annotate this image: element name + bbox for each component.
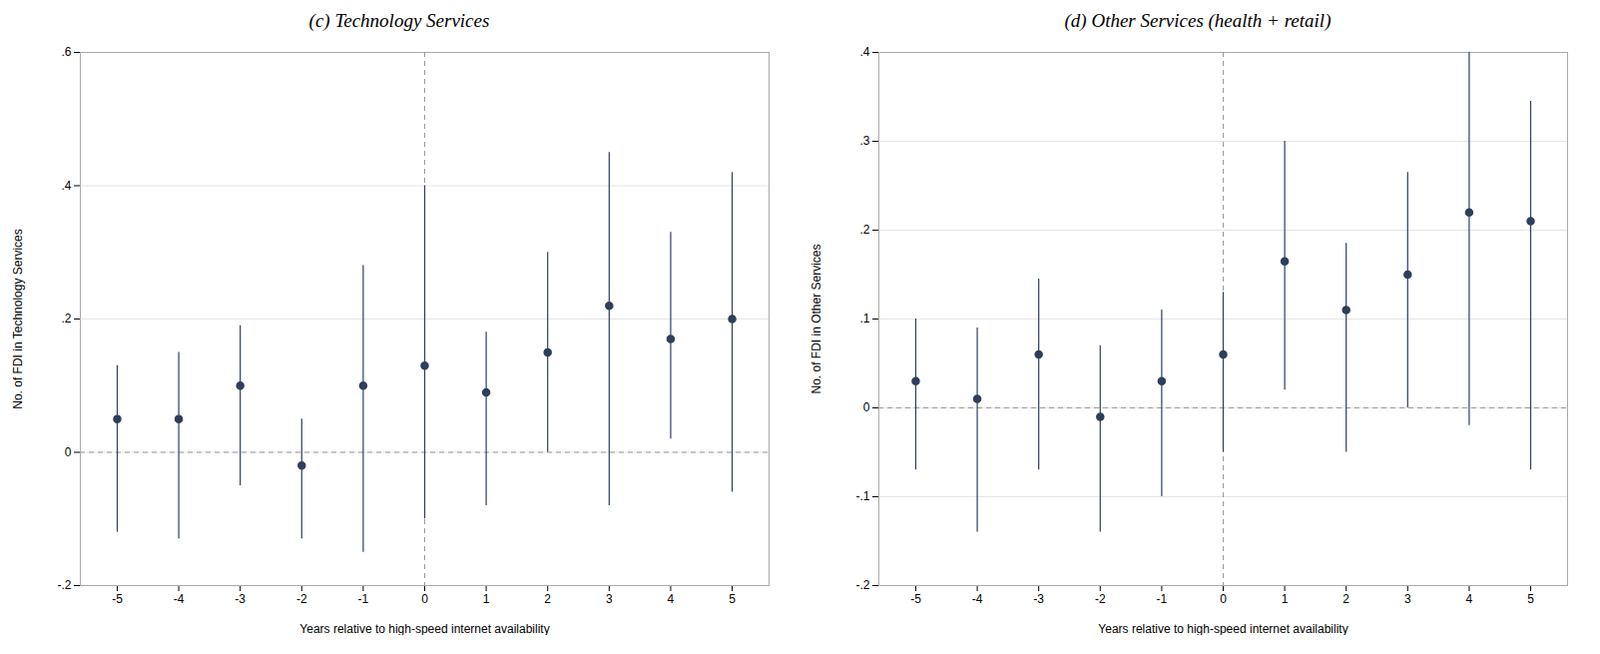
svg-text:No. of FDI in Other Services: No. of FDI in Other Services — [809, 243, 824, 394]
svg-text:-4: -4 — [972, 591, 984, 606]
svg-text:.6: .6 — [60, 44, 71, 59]
svg-text:5: 5 — [1527, 591, 1535, 606]
svg-text:4: 4 — [667, 591, 675, 606]
svg-text:-2: -2 — [1094, 591, 1106, 606]
svg-text:1: 1 — [1281, 591, 1289, 606]
svg-text:-1: -1 — [358, 591, 370, 606]
svg-text:4: 4 — [1466, 591, 1474, 606]
svg-text:-3: -3 — [234, 591, 246, 606]
svg-text:-4: -4 — [173, 591, 185, 606]
svg-text:0: 0 — [64, 445, 72, 460]
svg-text:3: 3 — [605, 591, 613, 606]
svg-text:5: 5 — [728, 591, 736, 606]
svg-text:.2: .2 — [859, 222, 870, 237]
svg-text:-5: -5 — [111, 591, 123, 606]
svg-text:Years relative to high-speed i: Years relative to high-speed internet av… — [1097, 621, 1348, 636]
svg-text:.3: .3 — [859, 133, 870, 148]
svg-text:-2: -2 — [296, 591, 308, 606]
svg-text:-.2: -.2 — [855, 577, 870, 592]
svg-text:3: 3 — [1404, 591, 1412, 606]
svg-text:No. of FDI in Technology Servi: No. of FDI in Technology Services — [10, 228, 25, 410]
svg-text:2: 2 — [543, 591, 551, 606]
svg-text:0: 0 — [1219, 591, 1227, 606]
svg-text:1: 1 — [483, 591, 491, 606]
html-text:(c) Technology Services: (c) Technology Services — [309, 9, 490, 31]
svg-text:2: 2 — [1342, 591, 1350, 606]
svg-text:.4: .4 — [859, 44, 870, 59]
svg-text:-.1: -.1 — [855, 489, 870, 504]
svg-text:0: 0 — [421, 591, 429, 606]
html-text:(d) Other Services (health + r: (d) Other Services (health + retail) — [1064, 9, 1332, 31]
svg-text:-3: -3 — [1033, 591, 1045, 606]
svg-text:-.2: -.2 — [56, 577, 71, 592]
svg-text:-1: -1 — [1156, 591, 1168, 606]
svg-text:.2: .2 — [60, 311, 71, 326]
svg-text:Years relative to high-speed i: Years relative to high-speed internet av… — [299, 621, 549, 636]
svg-text:.4: .4 — [60, 178, 71, 193]
svg-text:.1: .1 — [859, 311, 870, 326]
svg-text:-5: -5 — [910, 591, 922, 606]
svg-text:0: 0 — [863, 400, 871, 415]
